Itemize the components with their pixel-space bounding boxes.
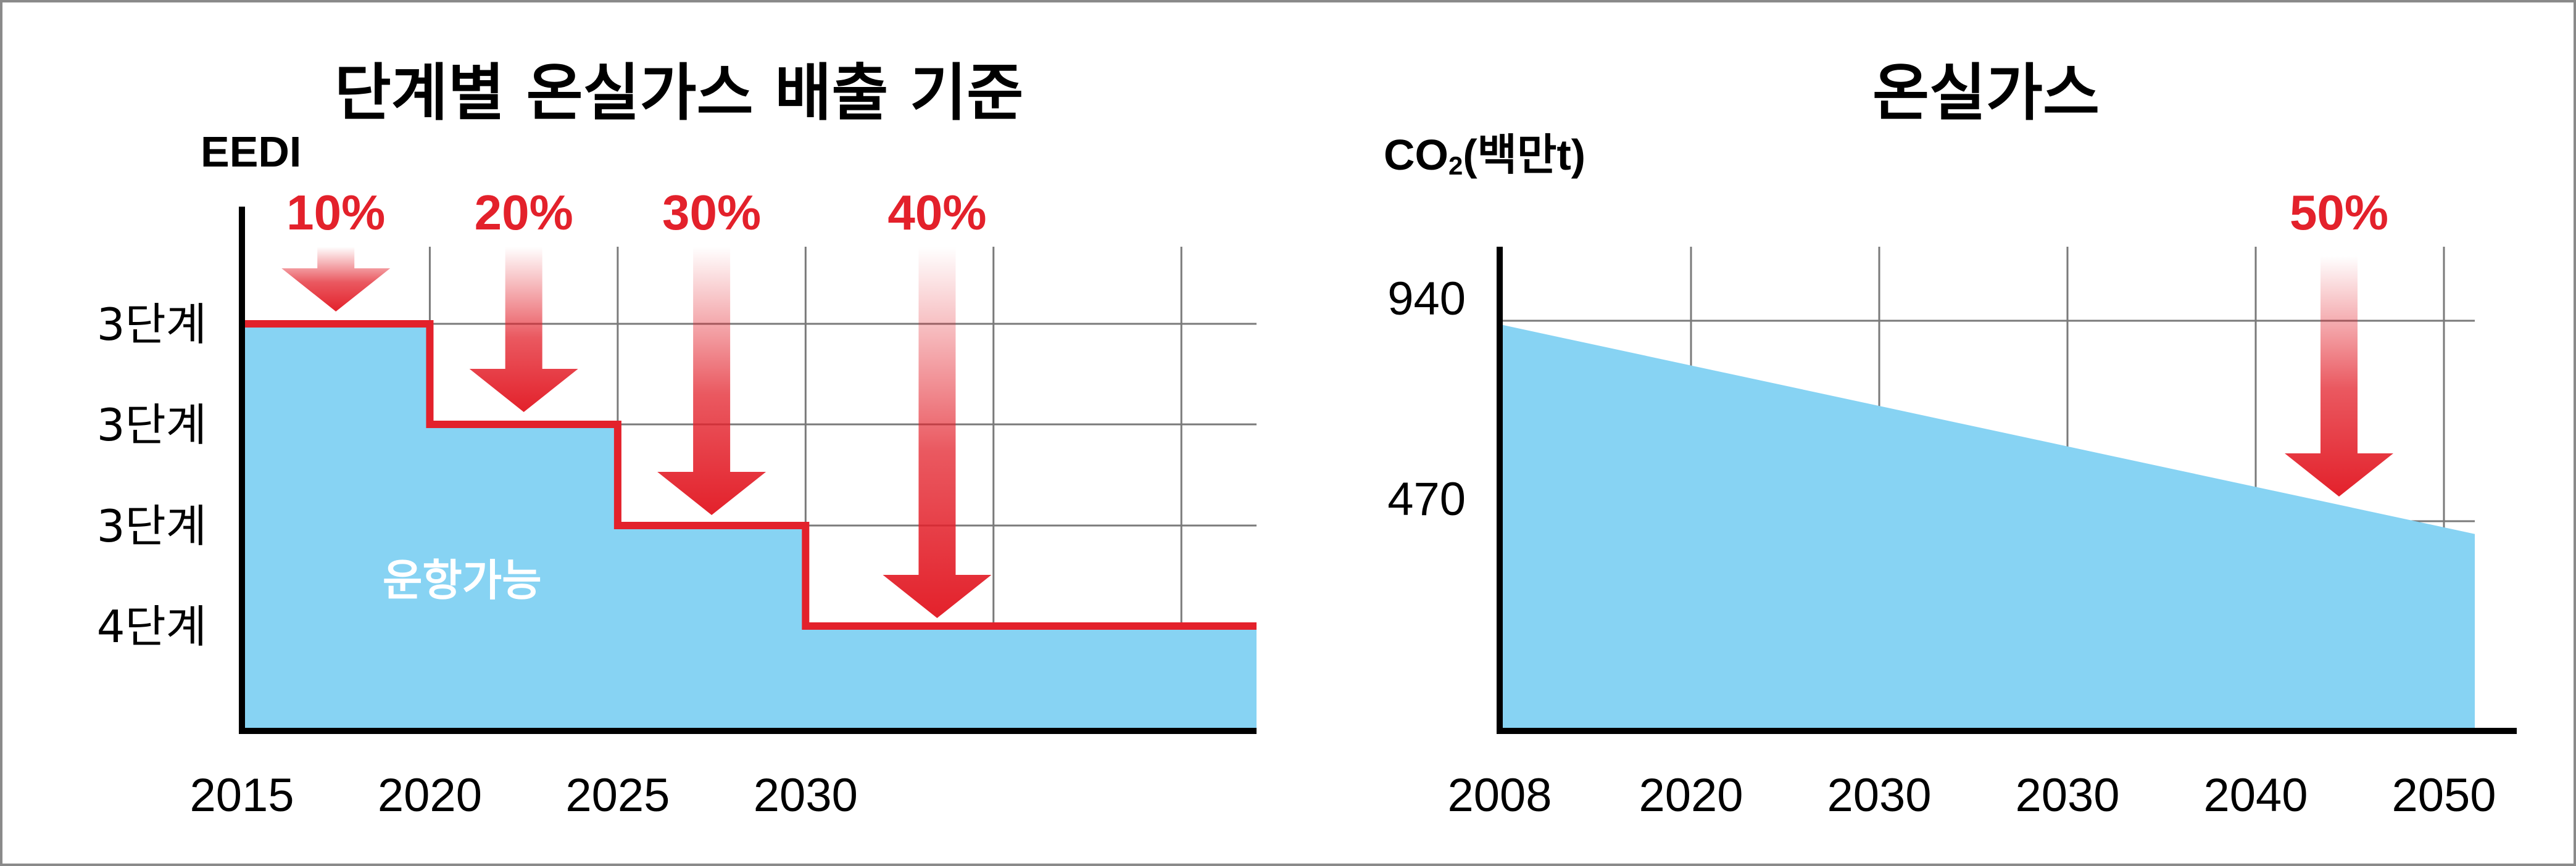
chart1-y-tick-0: 3단계 xyxy=(97,299,207,350)
chart1-reduction-arrows: 10% 20% 30% 40% xyxy=(281,185,992,618)
chart2-x-tick-4: 2040 xyxy=(2203,769,2308,822)
chart2-y-tick-0: 940 xyxy=(1387,273,1466,325)
chart1-x-tick-labels: 2015 2020 2025 2030 xyxy=(189,769,857,822)
chart2-y-tick-1: 470 xyxy=(1387,473,1466,526)
chart1-title: 단계별 온실가스 배출 기준 xyxy=(334,57,1023,129)
chart1-x-tick-3: 2030 xyxy=(754,769,858,822)
chart2-ylabel-subscript: 2 xyxy=(1448,151,1463,180)
chart2-x-tick-2: 2030 xyxy=(1827,769,1931,822)
eedi-step-chart: 단계별 온실가스 배출 기준 EEDI 10% 20% 30% 40% 3단계3단계3… xyxy=(97,57,1257,822)
chart2-x-tick-0: 2008 xyxy=(1447,769,1552,822)
chart2-x-tick-1: 2020 xyxy=(1639,769,1743,822)
chart1-y-tick-3: 4단계 xyxy=(97,601,207,653)
chart2-y-tick-labels: 940 470 xyxy=(1387,273,1466,526)
chart1-reduction-label-2: 30% xyxy=(662,185,761,240)
chart2-x-tick-labels: 2008 2020 2030 2030 2040 2050 xyxy=(1447,769,2496,822)
chart1-area-label: 운항가능 xyxy=(383,555,542,606)
chart2-reduction-label-0: 50% xyxy=(2290,185,2388,240)
chart1-y-tick-1: 3단계 xyxy=(97,399,207,451)
chart1-arrow-3 xyxy=(883,247,992,618)
chart1-x-tick-0: 2015 xyxy=(189,769,294,822)
chart2-x-tick-3: 2030 xyxy=(2015,769,2119,822)
chart1-x-tick-1: 2020 xyxy=(378,769,482,822)
chart1-arrow-0 xyxy=(281,247,391,311)
chart2-x-tick-5: 2050 xyxy=(2391,769,2496,822)
chart1-reduction-label-3: 40% xyxy=(887,185,986,240)
chart1-y-tick-2: 3단계 xyxy=(97,500,207,552)
chart1-ylabel: EEDI xyxy=(201,128,301,176)
chart1-step-line xyxy=(242,320,1257,630)
chart2-arrow-0 xyxy=(2285,256,2393,497)
chart1-reduction-label-0: 10% xyxy=(286,185,385,240)
co2-area-chart: 온실가스 CO2(백만t) 50% 940 470 2008 2020 2030 203… xyxy=(1384,57,2517,822)
chart1-y-tick-labels: 3단계 3단계 3단계 4단계 xyxy=(97,299,207,653)
chart1-reduction-label-1: 20% xyxy=(475,185,573,240)
chart2-area xyxy=(1503,324,2475,731)
chart1-arrow-2 xyxy=(657,247,767,515)
chart2-ylabel: CO2(백만t) xyxy=(1384,131,1585,180)
chart2-ylabel-suffix: (백만t) xyxy=(1463,131,1585,179)
chart2-ylabel-main: CO xyxy=(1384,131,1448,179)
chart1-x-tick-2: 2025 xyxy=(565,769,670,822)
chart2-reduction-arrows: 50% xyxy=(2285,185,2393,497)
chart2-title: 온실가스 xyxy=(1872,57,2100,129)
chart1-arrow-1 xyxy=(469,247,578,412)
